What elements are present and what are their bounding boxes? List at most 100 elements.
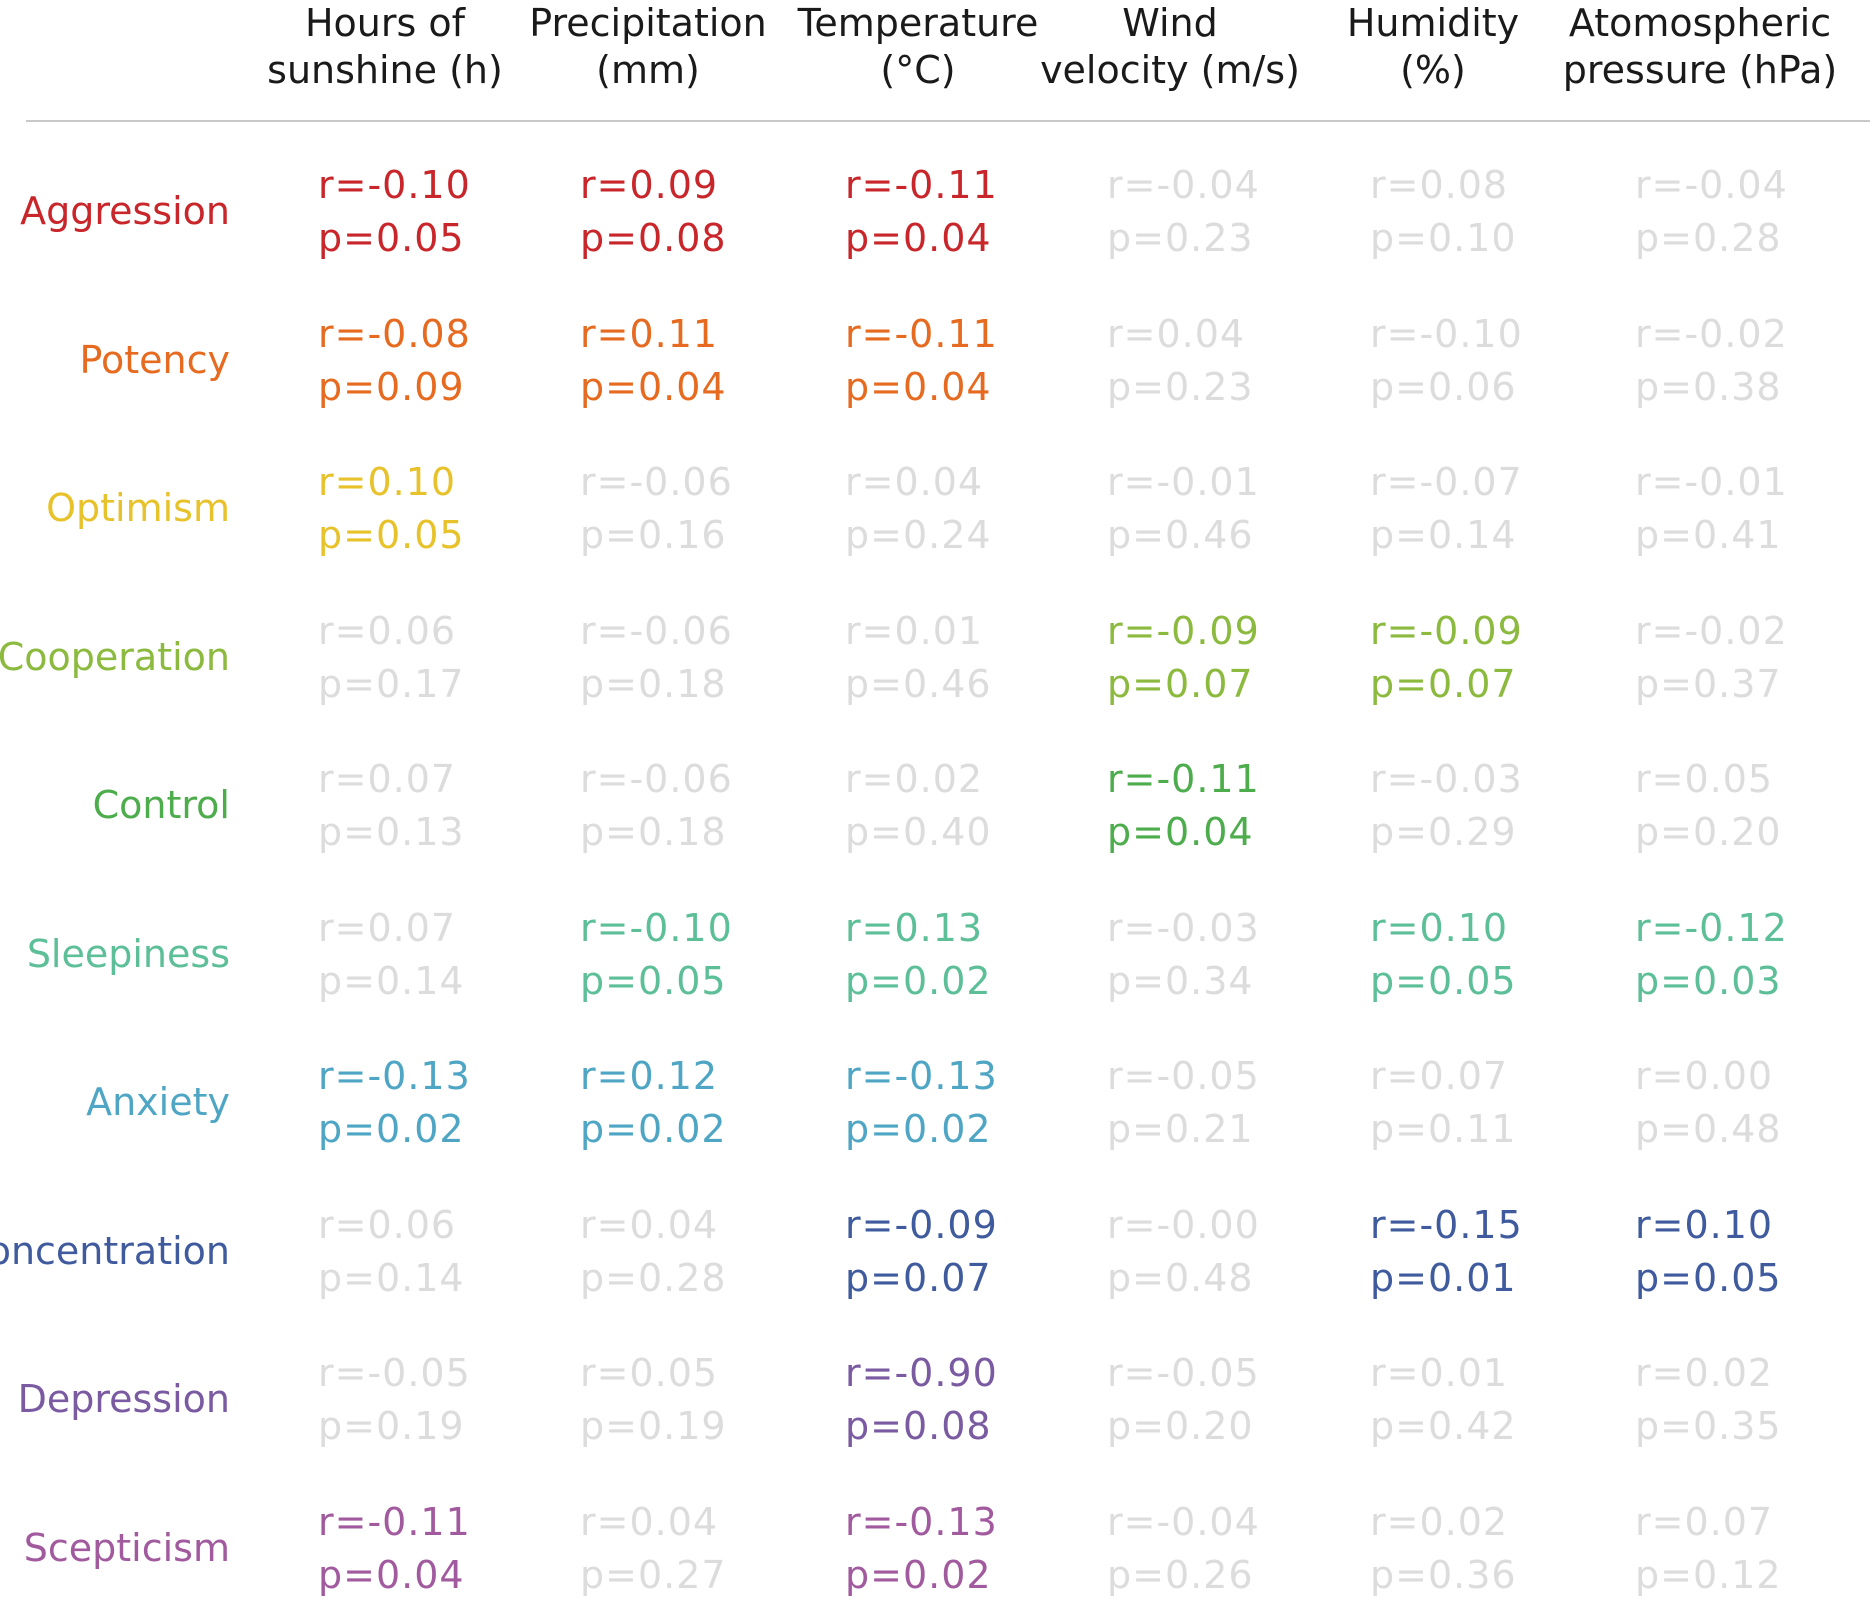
- p-value: p=0.02: [580, 1107, 727, 1151]
- correlation-cell: r=0.02 p=0.36: [1370, 1496, 1560, 1602]
- r-value: r=-0.05: [1107, 1054, 1260, 1098]
- r-value: r=0.02: [1635, 1351, 1774, 1395]
- correlation-cell: r=-0.03 p=0.29: [1370, 753, 1560, 859]
- r-value: r=-0.07: [1370, 460, 1523, 504]
- p-value: p=0.35: [1635, 1404, 1782, 1448]
- p-value: p=0.05: [318, 513, 465, 557]
- p-value: p=0.19: [318, 1404, 465, 1448]
- row-label: Optimism: [46, 486, 230, 530]
- r-value: r=0.12: [580, 1054, 719, 1098]
- column-header: Wind velocity (m/s): [1030, 0, 1310, 94]
- correlation-cell: r=0.06 p=0.17: [318, 605, 508, 711]
- p-value: p=0.20: [1635, 810, 1782, 854]
- row-label: Potency: [79, 337, 230, 382]
- r-value: r=0.01: [845, 608, 984, 653]
- correlation-cell: r=0.07 p=0.13: [318, 753, 508, 859]
- p-value: p=0.03: [1635, 958, 1782, 1003]
- correlation-cell: r=0.13 p=0.02: [845, 902, 1035, 1008]
- p-value: p=0.48: [1107, 1255, 1254, 1300]
- r-value: r=-0.01: [1635, 460, 1788, 504]
- correlation-cell: r=-0.01 p=0.41: [1635, 456, 1825, 562]
- p-value: p=0.07: [1370, 661, 1517, 706]
- column-header: Precipitation (mm): [508, 0, 788, 94]
- r-value: r=0.07: [1635, 1499, 1774, 1544]
- correlation-cell: r=-0.04 p=0.28: [1635, 159, 1825, 265]
- correlation-cell: r=-0.10 p=0.05: [580, 902, 770, 1008]
- p-value: p=0.04: [580, 364, 727, 409]
- correlation-cell: r=0.07 p=0.14: [318, 902, 508, 1008]
- p-value: p=0.12: [1635, 1552, 1782, 1597]
- column-header: Humidity (%): [1293, 0, 1573, 94]
- row-label: Cooperation: [0, 634, 230, 679]
- p-value: p=0.29: [1370, 810, 1517, 854]
- p-value: p=0.48: [1635, 1107, 1782, 1151]
- r-value: r=-0.09: [845, 1202, 998, 1247]
- r-value: r=-0.01: [1107, 460, 1260, 504]
- r-value: r=-0.90: [845, 1351, 998, 1395]
- r-value: r=0.08: [1370, 163, 1509, 207]
- p-value: p=0.23: [1107, 364, 1254, 409]
- row-label: Control: [92, 783, 230, 827]
- r-value: r=0.11: [580, 311, 719, 356]
- p-value: p=0.04: [845, 216, 992, 260]
- p-value: p=0.40: [845, 810, 992, 854]
- column-header-line2: (°C): [880, 48, 956, 92]
- p-value: p=0.26: [1107, 1552, 1254, 1597]
- column-header: Atomospheric pressure (hPa): [1560, 0, 1840, 94]
- p-value: p=0.05: [1635, 1255, 1782, 1300]
- column-header-line2: velocity (m/s): [1040, 48, 1300, 92]
- r-value: r=-0.04: [1107, 1499, 1260, 1544]
- p-value: p=0.11: [1370, 1107, 1517, 1151]
- r-value: r=0.00: [1635, 1054, 1774, 1098]
- correlation-cell: r=0.09 p=0.08: [580, 159, 770, 265]
- correlation-cell: r=-0.00 p=0.48: [1107, 1199, 1297, 1305]
- r-value: r=-0.12: [1635, 905, 1788, 950]
- r-value: r=0.13: [845, 905, 984, 950]
- p-value: p=0.27: [580, 1552, 727, 1597]
- r-value: r=0.04: [580, 1202, 719, 1247]
- header-divider: [26, 120, 1870, 122]
- r-value: r=-0.06: [580, 757, 733, 801]
- row-label: Aggression: [20, 189, 230, 233]
- column-header-line2: (mm): [596, 48, 700, 92]
- r-value: r=0.10: [318, 460, 457, 504]
- p-value: p=0.19: [580, 1404, 727, 1448]
- correlation-cell: r=-0.10 p=0.06: [1370, 308, 1560, 414]
- column-header: Temperature (°C): [778, 0, 1058, 94]
- correlation-cell: r=-0.09 p=0.07: [1107, 605, 1297, 711]
- column-header-line2: pressure (hPa): [1562, 48, 1838, 92]
- p-value: p=0.05: [318, 216, 465, 260]
- p-value: p=0.08: [580, 216, 727, 260]
- correlation-cell: r=-0.06 p=0.16: [580, 456, 770, 562]
- correlation-cell: r=-0.04 p=0.23: [1107, 159, 1297, 265]
- p-value: p=0.46: [845, 661, 992, 706]
- row-label: Scepticism: [23, 1525, 230, 1570]
- r-value: r=-0.11: [845, 311, 998, 356]
- column-header-line1: Hours of: [304, 1, 466, 45]
- p-value: p=0.04: [845, 364, 992, 409]
- r-value: r=-0.13: [845, 1499, 998, 1544]
- r-value: r=0.05: [580, 1351, 719, 1395]
- correlation-cell: r=-0.06 p=0.18: [580, 605, 770, 711]
- r-value: r=-0.11: [845, 163, 998, 207]
- correlation-cell: r=-0.02 p=0.37: [1635, 605, 1825, 711]
- r-value: r=0.06: [318, 1202, 457, 1247]
- r-value: r=-0.13: [845, 1054, 998, 1098]
- r-value: r=0.09: [580, 163, 719, 207]
- correlation-cell: r=0.07 p=0.11: [1370, 1050, 1560, 1156]
- column-header-line2: (%): [1400, 48, 1466, 92]
- correlation-cell: r=-0.12 p=0.03: [1635, 902, 1825, 1008]
- correlation-cell: r=-0.09 p=0.07: [1370, 605, 1560, 711]
- r-value: r=-0.04: [1107, 163, 1260, 207]
- p-value: p=0.04: [1107, 810, 1254, 854]
- p-value: p=0.37: [1635, 661, 1782, 706]
- correlation-cell: r=-0.08 p=0.09: [318, 308, 508, 414]
- r-value: r=-0.10: [580, 905, 733, 950]
- r-value: r=0.07: [1370, 1054, 1509, 1098]
- column-header-line1: Humidity: [1346, 1, 1520, 45]
- p-value: p=0.13: [318, 810, 465, 854]
- correlation-cell: r=-0.13 p=0.02: [845, 1496, 1035, 1602]
- p-value: p=0.23: [1107, 216, 1254, 260]
- r-value: r=-0.10: [1370, 311, 1523, 356]
- correlation-cell: r=0.12 p=0.02: [580, 1050, 770, 1156]
